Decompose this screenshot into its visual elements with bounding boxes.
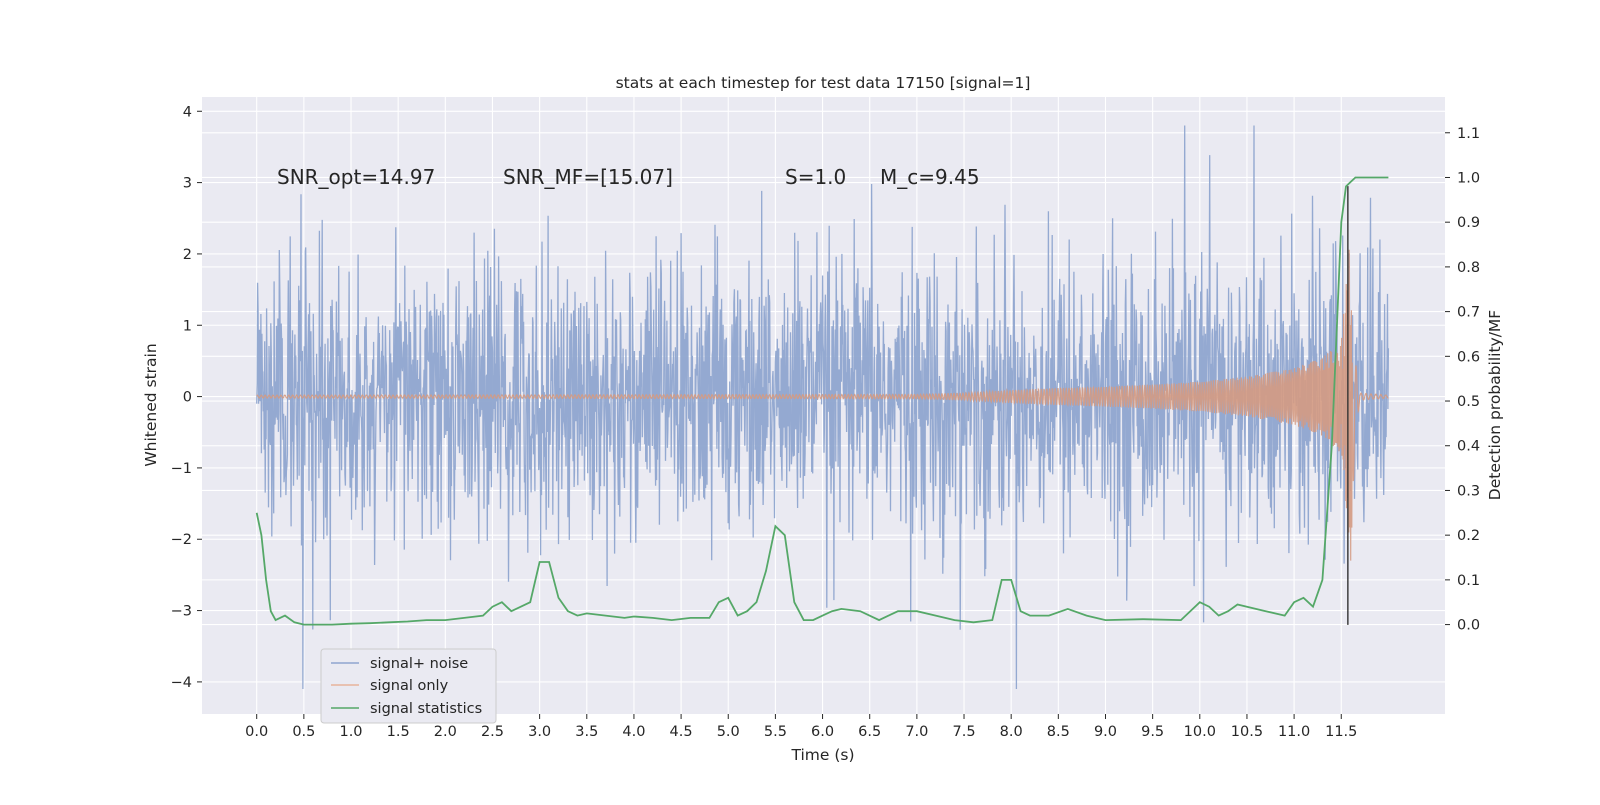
x-tick-label: 2.5 bbox=[481, 724, 504, 740]
y-axis-label-right: Detection probability/MF bbox=[1486, 310, 1504, 501]
signal-statistics-line bbox=[255, 176, 1389, 626]
annotation-mc: M_c=9.45 bbox=[880, 165, 980, 189]
signal-only-trace bbox=[256, 249, 1389, 561]
chart-title: stats at each timestep for test data 171… bbox=[616, 74, 1031, 92]
x-tick-label: 5.5 bbox=[764, 724, 787, 740]
y-tick-label-left: −2 bbox=[171, 532, 192, 548]
y-tick-label-right: 1.0 bbox=[1457, 170, 1480, 186]
y-tick-label-left: −1 bbox=[171, 461, 192, 477]
x-axis-label: Time (s) bbox=[790, 746, 854, 764]
annotation-snr-opt: SNR_opt=14.97 bbox=[277, 165, 435, 189]
y-tick-label-right: 1.1 bbox=[1457, 126, 1480, 142]
x-tick-label: 5.0 bbox=[717, 724, 740, 740]
annotations: SNR_opt=14.97 SNR_MF=[15.07] S=1.0 M_c=9… bbox=[277, 165, 980, 189]
y-tick-label-right: 0.8 bbox=[1457, 260, 1480, 276]
y-tick-label-right: 0.0 bbox=[1457, 618, 1480, 634]
y-tick-label-left: 4 bbox=[183, 104, 192, 120]
y-tick-label-right: 0.6 bbox=[1457, 349, 1480, 365]
x-tick-label: 7.5 bbox=[952, 724, 975, 740]
x-tick-label: 0.0 bbox=[245, 724, 268, 740]
annotation-snr-mf: SNR_MF=[15.07] bbox=[503, 165, 673, 189]
y-tick-label-left: 1 bbox=[183, 318, 192, 334]
x-tick-label: 11.5 bbox=[1325, 724, 1357, 740]
x-tick-label: 2.0 bbox=[434, 724, 457, 740]
y-tick-label-right: 0.7 bbox=[1457, 305, 1480, 321]
x-tick-label: 8.5 bbox=[1047, 724, 1070, 740]
chart-legend: signal+ noise signal only signal statist… bbox=[320, 648, 497, 724]
x-tick-label: 1.5 bbox=[387, 724, 410, 740]
y-tick-label-right: 0.9 bbox=[1457, 215, 1480, 231]
x-tick-label: 3.5 bbox=[575, 724, 598, 740]
x-tick-label: 9.0 bbox=[1094, 724, 1117, 740]
x-tick-label: 6.5 bbox=[858, 724, 881, 740]
series-signal-plus-noise bbox=[256, 125, 1390, 690]
y-tick-label-left: 2 bbox=[183, 247, 192, 263]
y-tick-label-left: −3 bbox=[171, 604, 192, 620]
x-tick-label: 10.0 bbox=[1184, 724, 1216, 740]
x-tick-label: 11.0 bbox=[1278, 724, 1310, 740]
x-tick-label: 4.0 bbox=[622, 724, 645, 740]
x-tick-label: 8.0 bbox=[1000, 724, 1023, 740]
x-tick-label: 1.0 bbox=[339, 724, 362, 740]
x-tick-label: 3.0 bbox=[528, 724, 551, 740]
x-tick-label: 6.0 bbox=[811, 724, 834, 740]
y-tick-label-left: 3 bbox=[183, 176, 192, 192]
noise-trace bbox=[256, 125, 1390, 690]
y-tick-label-right: 0.4 bbox=[1457, 439, 1480, 455]
legend-box bbox=[320, 648, 497, 724]
x-tick-label: 10.5 bbox=[1231, 724, 1263, 740]
legend-label-signal-only: signal only bbox=[370, 678, 449, 694]
x-tick-label: 4.5 bbox=[670, 724, 693, 740]
x-tick-label: 7.0 bbox=[905, 724, 928, 740]
y-tick-label-right: 0.1 bbox=[1457, 573, 1480, 589]
annotation-s: S=1.0 bbox=[785, 165, 846, 189]
y-tick-label-left: −4 bbox=[171, 675, 192, 691]
x-tick-label: 0.5 bbox=[292, 724, 315, 740]
y-tick-label-right: 0.3 bbox=[1457, 483, 1480, 499]
y-tick-label-right: 0.5 bbox=[1457, 394, 1480, 410]
legend-label-signal-statistics: signal statistics bbox=[370, 701, 482, 717]
y-tick-label-left: 0 bbox=[183, 390, 192, 406]
series-signal-statistics bbox=[255, 176, 1389, 626]
x-tick-label: 9.5 bbox=[1141, 724, 1164, 740]
axis-ticks: 0.0 0.5 1.0 1.5 2.0 2.5 3.0 3.5 4.0 4.5 5.0 5.5 6.0 6… bbox=[171, 104, 1480, 740]
y-axis-label-left: Whitened strain bbox=[142, 343, 160, 466]
legend-label-signal-plus-noise: signal+ noise bbox=[370, 656, 468, 672]
series-signal-only bbox=[256, 249, 1389, 561]
y-tick-label-right: 0.2 bbox=[1457, 528, 1480, 544]
